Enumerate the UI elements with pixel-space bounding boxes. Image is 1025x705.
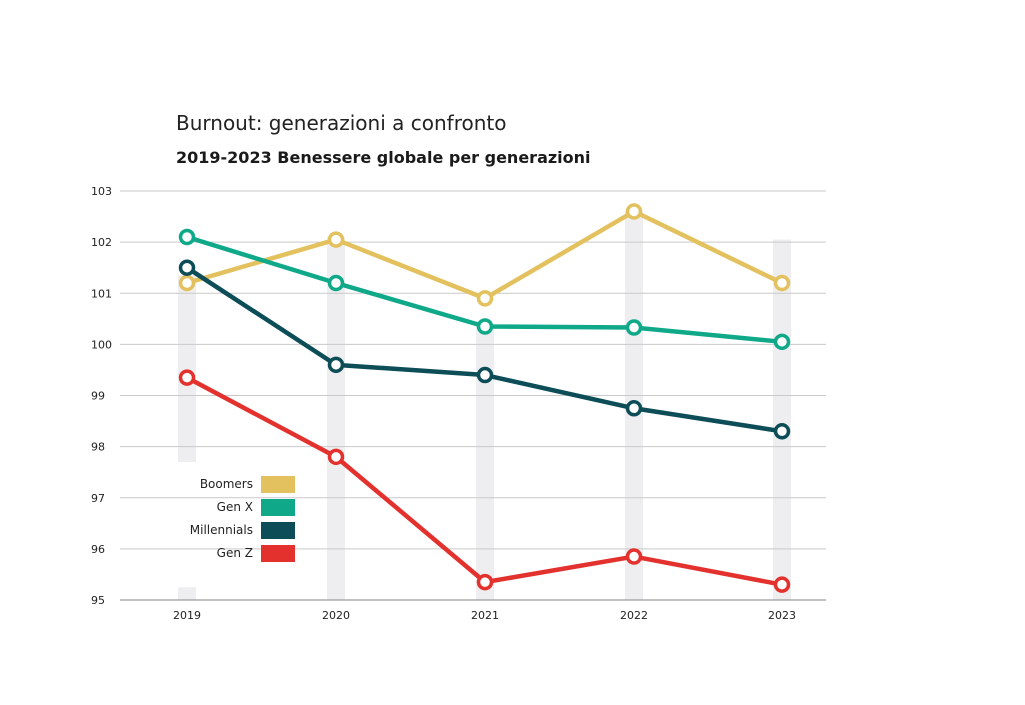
y-tick-label: 98 xyxy=(91,441,105,454)
point-millennials-2019 xyxy=(178,259,196,276)
legend-label-millennials: Millennials xyxy=(190,523,253,537)
y-tick-label: 100 xyxy=(91,338,112,351)
point-boomers-2023 xyxy=(773,274,791,292)
point-gen-z-2020 xyxy=(327,448,345,466)
x-tick-label: 2023 xyxy=(768,609,796,622)
point-millennials-2020 xyxy=(327,356,345,374)
point-boomers-2019 xyxy=(178,274,196,292)
legend-label-boomers: Boomers xyxy=(200,477,253,491)
y-tick-label: 103 xyxy=(91,185,112,198)
x-tick-label: 2020 xyxy=(322,609,350,622)
x-tick-label: 2019 xyxy=(173,609,201,622)
gridlines xyxy=(120,190,826,601)
year-band-2021 xyxy=(476,326,494,600)
x-axis: 2019 2020 2021 2022 2023 xyxy=(173,609,796,622)
point-millennials-2023 xyxy=(773,423,791,440)
point-gen-x-2022 xyxy=(625,319,643,336)
point-gen-z-2021 xyxy=(476,573,494,591)
point-gen-z-2022 xyxy=(625,548,643,565)
legend-label-gen-x: Gen X xyxy=(217,500,253,514)
legend-swatch-boomers xyxy=(261,476,295,493)
point-millennials-2021 xyxy=(476,366,494,384)
point-gen-z-2023 xyxy=(773,576,791,593)
chart-title: Burnout: generazioni a confronto xyxy=(176,111,506,135)
y-axis: 95 96 97 98 99 100 101 102 103 xyxy=(91,185,112,607)
series-line-boomers xyxy=(184,209,785,301)
point-boomers-2022 xyxy=(625,203,643,220)
x-tick-label: 2021 xyxy=(471,609,499,622)
y-tick-label: 97 xyxy=(91,492,105,505)
year-band-2023 xyxy=(773,239,791,600)
point-boomers-2020 xyxy=(327,231,345,248)
y-tick-label: 95 xyxy=(91,594,105,607)
chart-subtitle: 2019-2023 Benessere globale per generazi… xyxy=(176,148,591,167)
point-gen-x-2020 xyxy=(327,274,345,292)
legend: Boomers Gen X Millennials Gen Z xyxy=(190,476,295,562)
year-bands xyxy=(178,211,791,600)
x-tick-label: 2022 xyxy=(620,609,648,622)
year-band-2019 xyxy=(178,275,196,462)
y-tick-label: 101 xyxy=(91,287,112,300)
point-gen-x-2019 xyxy=(178,228,196,246)
y-tick-label: 102 xyxy=(91,236,112,249)
point-gen-z-2019 xyxy=(178,369,196,386)
year-band-2020 xyxy=(327,237,345,600)
legend-swatch-gen-x xyxy=(261,499,295,516)
legend-label-gen-z: Gen Z xyxy=(217,546,253,560)
series-group xyxy=(178,203,791,593)
y-tick-label: 96 xyxy=(91,543,105,556)
point-boomers-2021 xyxy=(476,290,494,307)
legend-swatch-gen-z xyxy=(261,545,295,562)
point-gen-x-2023 xyxy=(773,333,791,351)
year-band-2019-base xyxy=(178,587,196,600)
point-millennials-2022 xyxy=(625,400,643,417)
legend-swatch-millennials xyxy=(261,522,295,539)
point-gen-x-2021 xyxy=(476,318,494,335)
y-tick-label: 99 xyxy=(91,390,105,403)
